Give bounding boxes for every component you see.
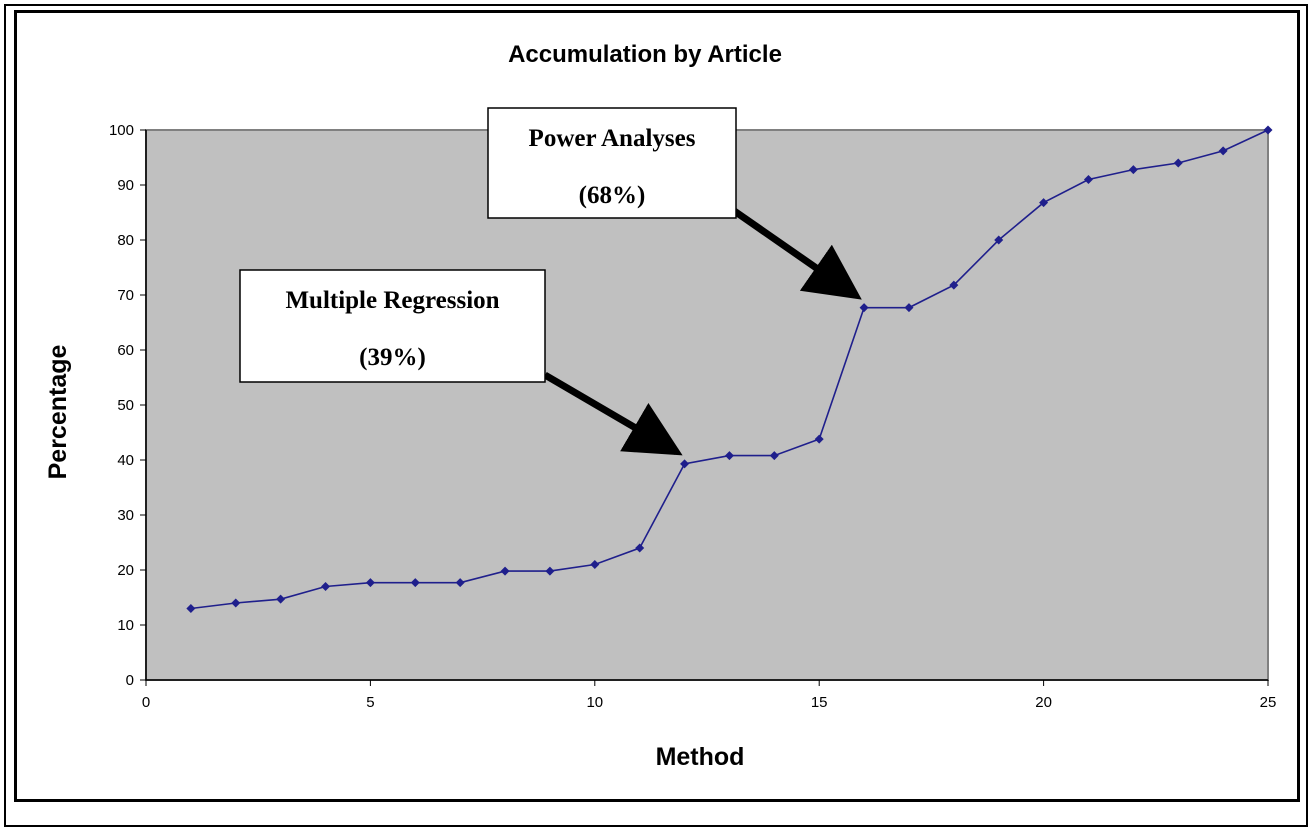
data-point bbox=[994, 235, 1004, 245]
data-point bbox=[1218, 146, 1228, 156]
y-tick-label: 60 bbox=[117, 342, 134, 359]
callout-rect bbox=[487, 107, 737, 219]
plot-area bbox=[145, 129, 1269, 681]
data-point bbox=[500, 566, 510, 576]
data-point bbox=[859, 303, 869, 313]
y-axis-title: Percentage bbox=[44, 345, 72, 480]
data-point bbox=[1128, 165, 1138, 175]
y-tick-label: 20 bbox=[117, 562, 134, 579]
y-tick-label: 40 bbox=[117, 452, 134, 469]
x-tick-label: 15 bbox=[811, 694, 828, 711]
x-tick-label: 25 bbox=[1260, 694, 1277, 711]
x-tick-label: 5 bbox=[366, 694, 374, 711]
data-point bbox=[814, 434, 824, 444]
data-point bbox=[1039, 198, 1049, 208]
y-tick-label: 70 bbox=[117, 287, 134, 304]
x-axis-title: Method bbox=[656, 743, 745, 771]
data-point bbox=[769, 451, 779, 461]
callout-value: (68%) bbox=[579, 182, 646, 209]
y-tick-label: 80 bbox=[117, 232, 134, 249]
callout-box: Power Analyses (68%) bbox=[487, 107, 862, 300]
callout-title: Power Analyses bbox=[529, 125, 696, 152]
x-tick-label: 10 bbox=[586, 694, 603, 711]
y-tick-label: 0 bbox=[126, 672, 134, 689]
data-point bbox=[1263, 125, 1273, 135]
chart-title: Accumulation by Article bbox=[508, 41, 782, 68]
data-point bbox=[365, 578, 375, 588]
data-point bbox=[1173, 158, 1183, 168]
data-point bbox=[231, 598, 241, 608]
x-tick-label: 20 bbox=[1035, 694, 1052, 711]
y-tick-label: 30 bbox=[117, 507, 134, 524]
y-tick-label: 90 bbox=[117, 177, 134, 194]
y-tick-label: 50 bbox=[117, 397, 134, 414]
callout-arrow bbox=[543, 371, 683, 456]
callouts: Power Analyses (68%) Multiple Regression (3… bbox=[239, 107, 862, 456]
callout-title: Multiple Regression bbox=[285, 287, 499, 314]
x-axis-ticks: 0 5 10 15 20 25 bbox=[142, 680, 1277, 711]
data-point bbox=[949, 280, 959, 290]
y-axis-ticks: 0 10 20 30 40 50 60 70 80 90 100 bbox=[109, 122, 146, 689]
x-tick-label: 0 bbox=[142, 694, 150, 711]
data-point bbox=[186, 604, 196, 613]
data-point bbox=[410, 578, 420, 588]
data-point bbox=[545, 566, 555, 576]
callout-rect bbox=[239, 269, 546, 383]
y-tick-label: 100 bbox=[109, 122, 134, 139]
chart-frame bbox=[14, 10, 1300, 802]
data-point bbox=[635, 543, 645, 553]
outer-frame bbox=[4, 4, 1308, 827]
data-point bbox=[590, 560, 600, 569]
data-point bbox=[276, 594, 286, 604]
y-tick-label: 10 bbox=[117, 617, 134, 634]
callout-box: Multiple Regression (39%) bbox=[239, 269, 683, 456]
data-point bbox=[724, 451, 734, 461]
data-point bbox=[455, 578, 465, 588]
data-point bbox=[904, 303, 914, 313]
data-point bbox=[321, 582, 331, 591]
data-point bbox=[680, 459, 690, 469]
series-line bbox=[186, 125, 1273, 613]
callout-value: (39%) bbox=[359, 344, 426, 371]
data-point bbox=[1083, 175, 1093, 184]
callout-arrow bbox=[728, 205, 862, 300]
